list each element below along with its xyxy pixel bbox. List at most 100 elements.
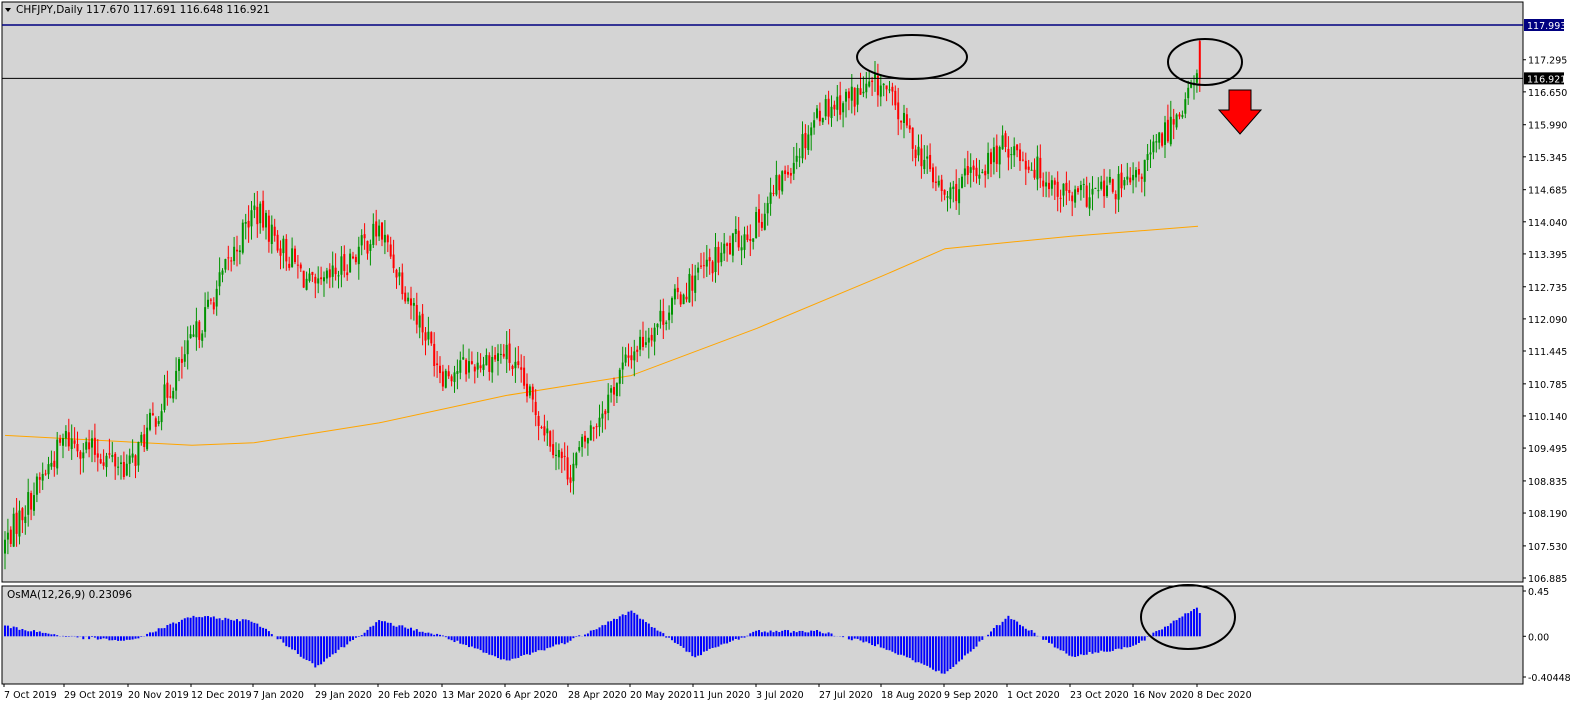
candle-body — [737, 230, 740, 248]
y-tick-label: 115.345 — [1528, 153, 1567, 164]
candle-body — [824, 99, 827, 117]
candle-body — [708, 257, 711, 262]
top-2-ellipse — [1167, 38, 1243, 86]
axes-layer: 117.295 116.650 115.990 115.345 114.685 114.0… — [3, 56, 1567, 701]
candle-body — [789, 172, 792, 176]
candle-body — [476, 362, 479, 370]
candle-body — [343, 254, 346, 271]
candle-body — [949, 187, 952, 200]
candle-body — [44, 473, 47, 475]
candle-body — [108, 453, 111, 455]
candle-body — [520, 367, 523, 370]
candle-body — [279, 248, 282, 256]
y-tick-label: 114.040 — [1528, 218, 1567, 229]
candle-body — [378, 225, 381, 237]
x-tick-label: 29 Jan 2020 — [315, 690, 372, 701]
candle-body — [131, 453, 134, 458]
candle-body — [1004, 133, 1007, 147]
candle-body — [470, 361, 473, 364]
candle-body — [575, 453, 578, 466]
candle-body — [62, 438, 64, 446]
candle-body — [160, 411, 163, 423]
candle-body — [418, 315, 421, 328]
candle-body — [702, 265, 705, 267]
candle-body — [180, 358, 183, 363]
candle-body — [1021, 159, 1024, 161]
candle-body — [183, 354, 186, 362]
candle-body — [334, 267, 337, 275]
candle-body — [958, 189, 961, 204]
candle-body — [1071, 195, 1074, 202]
candle-body — [1103, 180, 1106, 197]
candle-body — [963, 168, 966, 176]
candle-body — [981, 171, 984, 173]
candle-body — [621, 362, 624, 370]
candle-body — [613, 386, 615, 395]
candle-body — [926, 156, 929, 159]
candle-body — [1030, 169, 1033, 171]
candle-body — [1079, 185, 1082, 191]
candle-body — [592, 427, 595, 429]
y-tick-label: 114.685 — [1528, 186, 1567, 197]
candle-body — [537, 415, 540, 426]
x-tick-label: 23 Oct 2020 — [1070, 690, 1129, 701]
candle-body — [671, 298, 673, 315]
candle-body — [531, 386, 534, 400]
candle-body — [369, 244, 372, 251]
triangle-down-icon[interactable] — [5, 8, 11, 12]
candle-body — [1027, 166, 1030, 170]
y-tick-label: 112.090 — [1528, 315, 1567, 326]
candle-body — [1135, 170, 1137, 178]
candle-body — [93, 437, 96, 455]
candle-body — [53, 460, 56, 467]
candle-body — [1123, 180, 1126, 186]
candle-body — [1166, 119, 1169, 142]
candle-body — [734, 228, 737, 235]
candle-body — [534, 401, 537, 416]
candle-body — [639, 336, 642, 350]
candle-body — [1042, 180, 1045, 187]
osma-histogram-layer: 0.45 0.00 -0.40448 — [4, 587, 1571, 684]
candle-body — [961, 176, 963, 188]
candle-body — [723, 243, 726, 254]
candle-body — [259, 203, 262, 224]
candle-body — [763, 213, 766, 230]
candle-body — [937, 180, 940, 186]
candle-body — [1132, 174, 1135, 181]
candle-body — [673, 288, 676, 300]
osma-ellipse — [1140, 584, 1236, 650]
candle-body — [647, 337, 650, 343]
candle-body — [1048, 182, 1050, 190]
candle-body — [523, 367, 526, 386]
candle-body — [267, 215, 270, 242]
candle-body — [856, 87, 859, 105]
candle-body — [888, 89, 891, 91]
candle-body — [352, 256, 354, 259]
candle-body — [35, 476, 38, 495]
candle-body — [679, 294, 682, 305]
candle-body — [273, 226, 276, 236]
y-tick-label: 106.885 — [1528, 574, 1567, 585]
candle-body — [453, 372, 456, 382]
candle-body — [218, 272, 221, 287]
candle-body — [749, 239, 752, 241]
candle-body — [682, 294, 685, 305]
candle-body — [24, 516, 27, 524]
candle-body — [178, 359, 180, 371]
candle-body — [430, 332, 433, 344]
candle-body — [407, 297, 410, 302]
candle-body — [903, 112, 905, 123]
candle-body — [357, 246, 360, 265]
candle-body — [865, 83, 868, 93]
candle-body — [444, 370, 447, 388]
candle-body — [601, 413, 604, 419]
candle-body — [549, 431, 552, 447]
candle-body — [1161, 133, 1164, 146]
candle-body — [207, 299, 209, 307]
y-tick-label: 117.295 — [1528, 56, 1567, 67]
candle-body — [1068, 190, 1071, 193]
candle-body — [120, 462, 122, 465]
candle-body — [265, 212, 267, 228]
price-panel[interactable] — [1, 1, 1524, 583]
moving-average-line — [4, 225, 1199, 446]
